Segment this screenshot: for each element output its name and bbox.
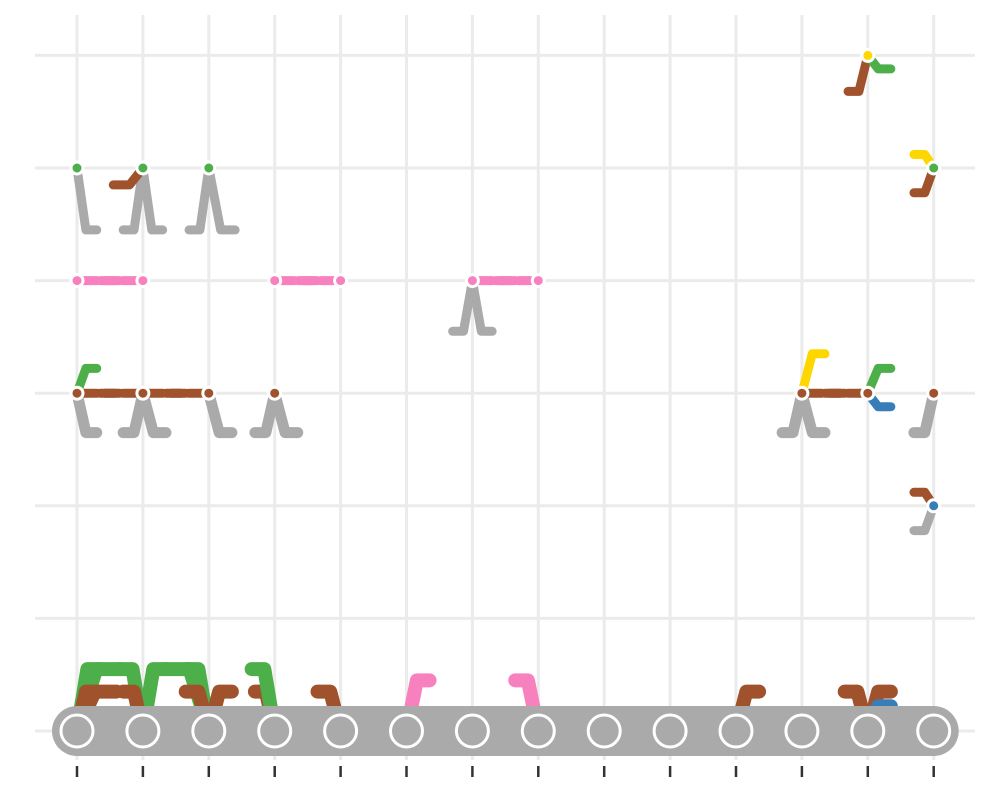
- base-node: [850, 713, 886, 749]
- node-brown: [267, 385, 283, 401]
- link-gray: [184, 163, 214, 235]
- base-node: [323, 713, 359, 749]
- base-node: [191, 713, 227, 749]
- node-pink: [464, 273, 480, 289]
- node-brown: [794, 385, 810, 401]
- link-green: [72, 363, 102, 398]
- link-gray: [203, 387, 238, 439]
- node-brown: [860, 385, 876, 401]
- base-node: [454, 713, 490, 749]
- link-brown: [909, 163, 939, 198]
- x-axis-ticks: [75, 766, 935, 777]
- node-yellow: [860, 47, 876, 63]
- link-gray: [249, 387, 281, 439]
- base-node: [257, 713, 293, 749]
- node-pink: [69, 273, 85, 289]
- base-track: [52, 706, 959, 756]
- node-brown: [135, 385, 151, 401]
- link-gray: [137, 387, 172, 439]
- link-gray: [776, 387, 808, 439]
- base-node: [784, 713, 820, 749]
- base-node: [125, 713, 161, 749]
- base-node: [520, 713, 556, 749]
- base-node: [586, 713, 622, 749]
- link-gray: [71, 387, 103, 439]
- link-yellow: [797, 349, 830, 398]
- base-node: [718, 713, 754, 749]
- link-gray: [138, 163, 168, 235]
- link-gray: [909, 501, 939, 536]
- link-gray: [118, 163, 148, 235]
- gridlines: [35, 15, 975, 760]
- link-gray: [448, 276, 477, 336]
- link-gray: [269, 387, 304, 439]
- node-brown: [69, 385, 85, 401]
- nodes-layer: [69, 47, 942, 514]
- node-pink: [333, 273, 349, 289]
- base-node: [389, 713, 424, 749]
- node-brown: [926, 385, 942, 401]
- link-gray: [72, 163, 102, 235]
- node-pink: [135, 273, 151, 289]
- link-green: [863, 363, 896, 398]
- link-gray: [204, 163, 240, 235]
- node-pink: [530, 273, 546, 289]
- node-green: [926, 160, 942, 176]
- node-green: [135, 160, 151, 176]
- base-node: [652, 713, 688, 749]
- link-gray: [117, 387, 149, 439]
- node-pink: [267, 273, 283, 289]
- link-gray: [796, 387, 831, 439]
- link-brown: [843, 50, 873, 96]
- base-node: [59, 713, 95, 749]
- base-node: [916, 713, 952, 749]
- link-gray: [467, 276, 497, 336]
- node-green: [201, 160, 217, 176]
- node-green: [69, 160, 85, 176]
- node-brown: [201, 385, 217, 401]
- node-blue: [926, 498, 942, 514]
- link-gray: [908, 387, 940, 439]
